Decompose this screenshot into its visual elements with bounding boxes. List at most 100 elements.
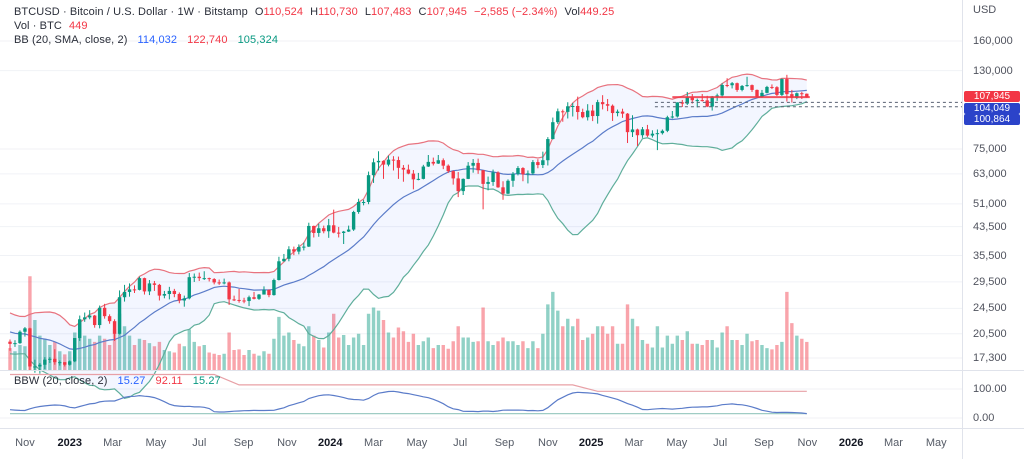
- candle-body: [461, 178, 465, 192]
- candle-body: [446, 165, 450, 172]
- candle-body: [132, 289, 137, 291]
- candle-body: [431, 161, 435, 164]
- time-tick-month: Sep: [754, 437, 774, 449]
- time-axis[interactable]: Nov 2023 Mar May Jul Sep Nov 2024 Mar May Jul Sep No…: [0, 429, 1024, 459]
- price-tick-label: 160,000: [973, 35, 1013, 47]
- time-tick-year: 2024: [317, 437, 343, 449]
- close-label: C: [418, 6, 427, 18]
- candle-body: [252, 297, 256, 299]
- candle-body: [506, 180, 510, 194]
- candle-body: [97, 307, 102, 326]
- candle-body: [441, 160, 445, 166]
- volume-bar: [501, 337, 505, 370]
- time-tick-month: Nov: [538, 437, 558, 449]
- candle-body: [556, 111, 560, 123]
- candle-body: [28, 328, 32, 367]
- volume-bar: [800, 338, 804, 370]
- candle-body: [207, 278, 211, 280]
- low-value: 107,483: [371, 6, 412, 18]
- candle-body: [695, 100, 699, 102]
- candle-body: [705, 100, 709, 107]
- candle-body: [232, 299, 236, 301]
- candle-body: [451, 171, 455, 179]
- volume-bar: [506, 341, 510, 370]
- bb-upper-value: 122,740: [187, 34, 228, 46]
- candle-body: [595, 102, 600, 117]
- volume-bar: [715, 347, 719, 370]
- candle-body: [346, 229, 351, 232]
- volume-bar: [655, 326, 660, 370]
- bbw-highest-value: 92.11: [155, 375, 183, 387]
- bbw-indicator-label: BBW (20, close, 2): [14, 375, 108, 387]
- volume-bar: [411, 333, 416, 370]
- volume-bar: [257, 355, 261, 370]
- volume-bar: [147, 343, 152, 370]
- bb-basis-line: [9, 89, 807, 351]
- candle-body: [53, 358, 57, 363]
- time-tick-month: Nov: [277, 437, 297, 449]
- candle-body: [426, 161, 431, 167]
- candle-body: [277, 261, 281, 281]
- price-axis[interactable]: USD 160,000 130,000 75,000 63,000 51,000 43,5…: [962, 0, 1024, 459]
- volume-bar: [13, 351, 17, 370]
- volume-bar: [222, 353, 226, 370]
- volume-bar: [590, 333, 595, 370]
- candle-body: [237, 299, 241, 301]
- candle-body: [685, 97, 689, 104]
- price-tick-label: 43,500: [973, 220, 1007, 233]
- candle-body: [635, 129, 640, 136]
- volume-bar: [341, 335, 346, 370]
- volume-bar: [615, 343, 620, 370]
- volume-bar: [760, 345, 764, 370]
- candle-body: [471, 162, 475, 166]
- candle-body: [187, 277, 191, 299]
- volume-bar: [536, 348, 540, 370]
- candle-body: [775, 87, 779, 95]
- candle-body: [366, 175, 371, 202]
- volume-bar: [451, 341, 455, 370]
- volume-bar: [755, 340, 759, 370]
- candle-body: [317, 228, 321, 233]
- candle-body: [640, 129, 645, 136]
- time-tick-month: Jul: [713, 437, 728, 449]
- candle-body: [665, 117, 670, 131]
- volume-bar: [556, 310, 560, 370]
- volume-bar: [441, 345, 445, 370]
- close-value: 107,945: [426, 6, 468, 18]
- bbw-tick-label: 0.00: [973, 412, 995, 424]
- volume-bar: [635, 326, 640, 370]
- volume-bar: [227, 332, 231, 370]
- candle-body: [202, 278, 206, 280]
- candle-body: [715, 95, 719, 97]
- price-tick-label: 63,000: [973, 167, 1007, 180]
- symbol-legend: BTCUSD · Bitcoin / U.S. Dollar · 1W · Bi…: [14, 5, 614, 19]
- candle-body: [526, 173, 530, 175]
- candle-body: [421, 166, 426, 179]
- volume-bar: [600, 326, 605, 370]
- price-tick-label: 35,500: [973, 249, 1007, 262]
- candle-body: [322, 228, 326, 232]
- volume-bar: [620, 343, 625, 370]
- volume-bar: [625, 304, 630, 370]
- candle-body: [117, 297, 122, 334]
- volume-bar: [610, 326, 615, 370]
- candle-body: [307, 225, 311, 247]
- candle-body: [590, 110, 595, 117]
- volume-bar: [546, 304, 550, 370]
- volume-bar: [576, 318, 580, 370]
- volume-bar: [142, 340, 147, 370]
- bb-upper-band: [9, 73, 807, 328]
- time-tick-month: Mar: [624, 437, 644, 449]
- candle-body: [287, 249, 291, 259]
- candle-body: [18, 331, 22, 344]
- level-price-badge-2: 100,864: [964, 114, 1020, 125]
- candle-body: [481, 170, 485, 184]
- time-tick-year: 2023: [57, 437, 82, 449]
- price-tick-label: 130,000: [973, 64, 1013, 77]
- volume-bar: [511, 341, 515, 370]
- volume-bar: [476, 341, 480, 370]
- candle-body: [411, 173, 416, 180]
- candle-body: [83, 317, 87, 320]
- bbw-legend: BBW (20, close, 2) 15.27 92.11 15.27: [14, 374, 221, 388]
